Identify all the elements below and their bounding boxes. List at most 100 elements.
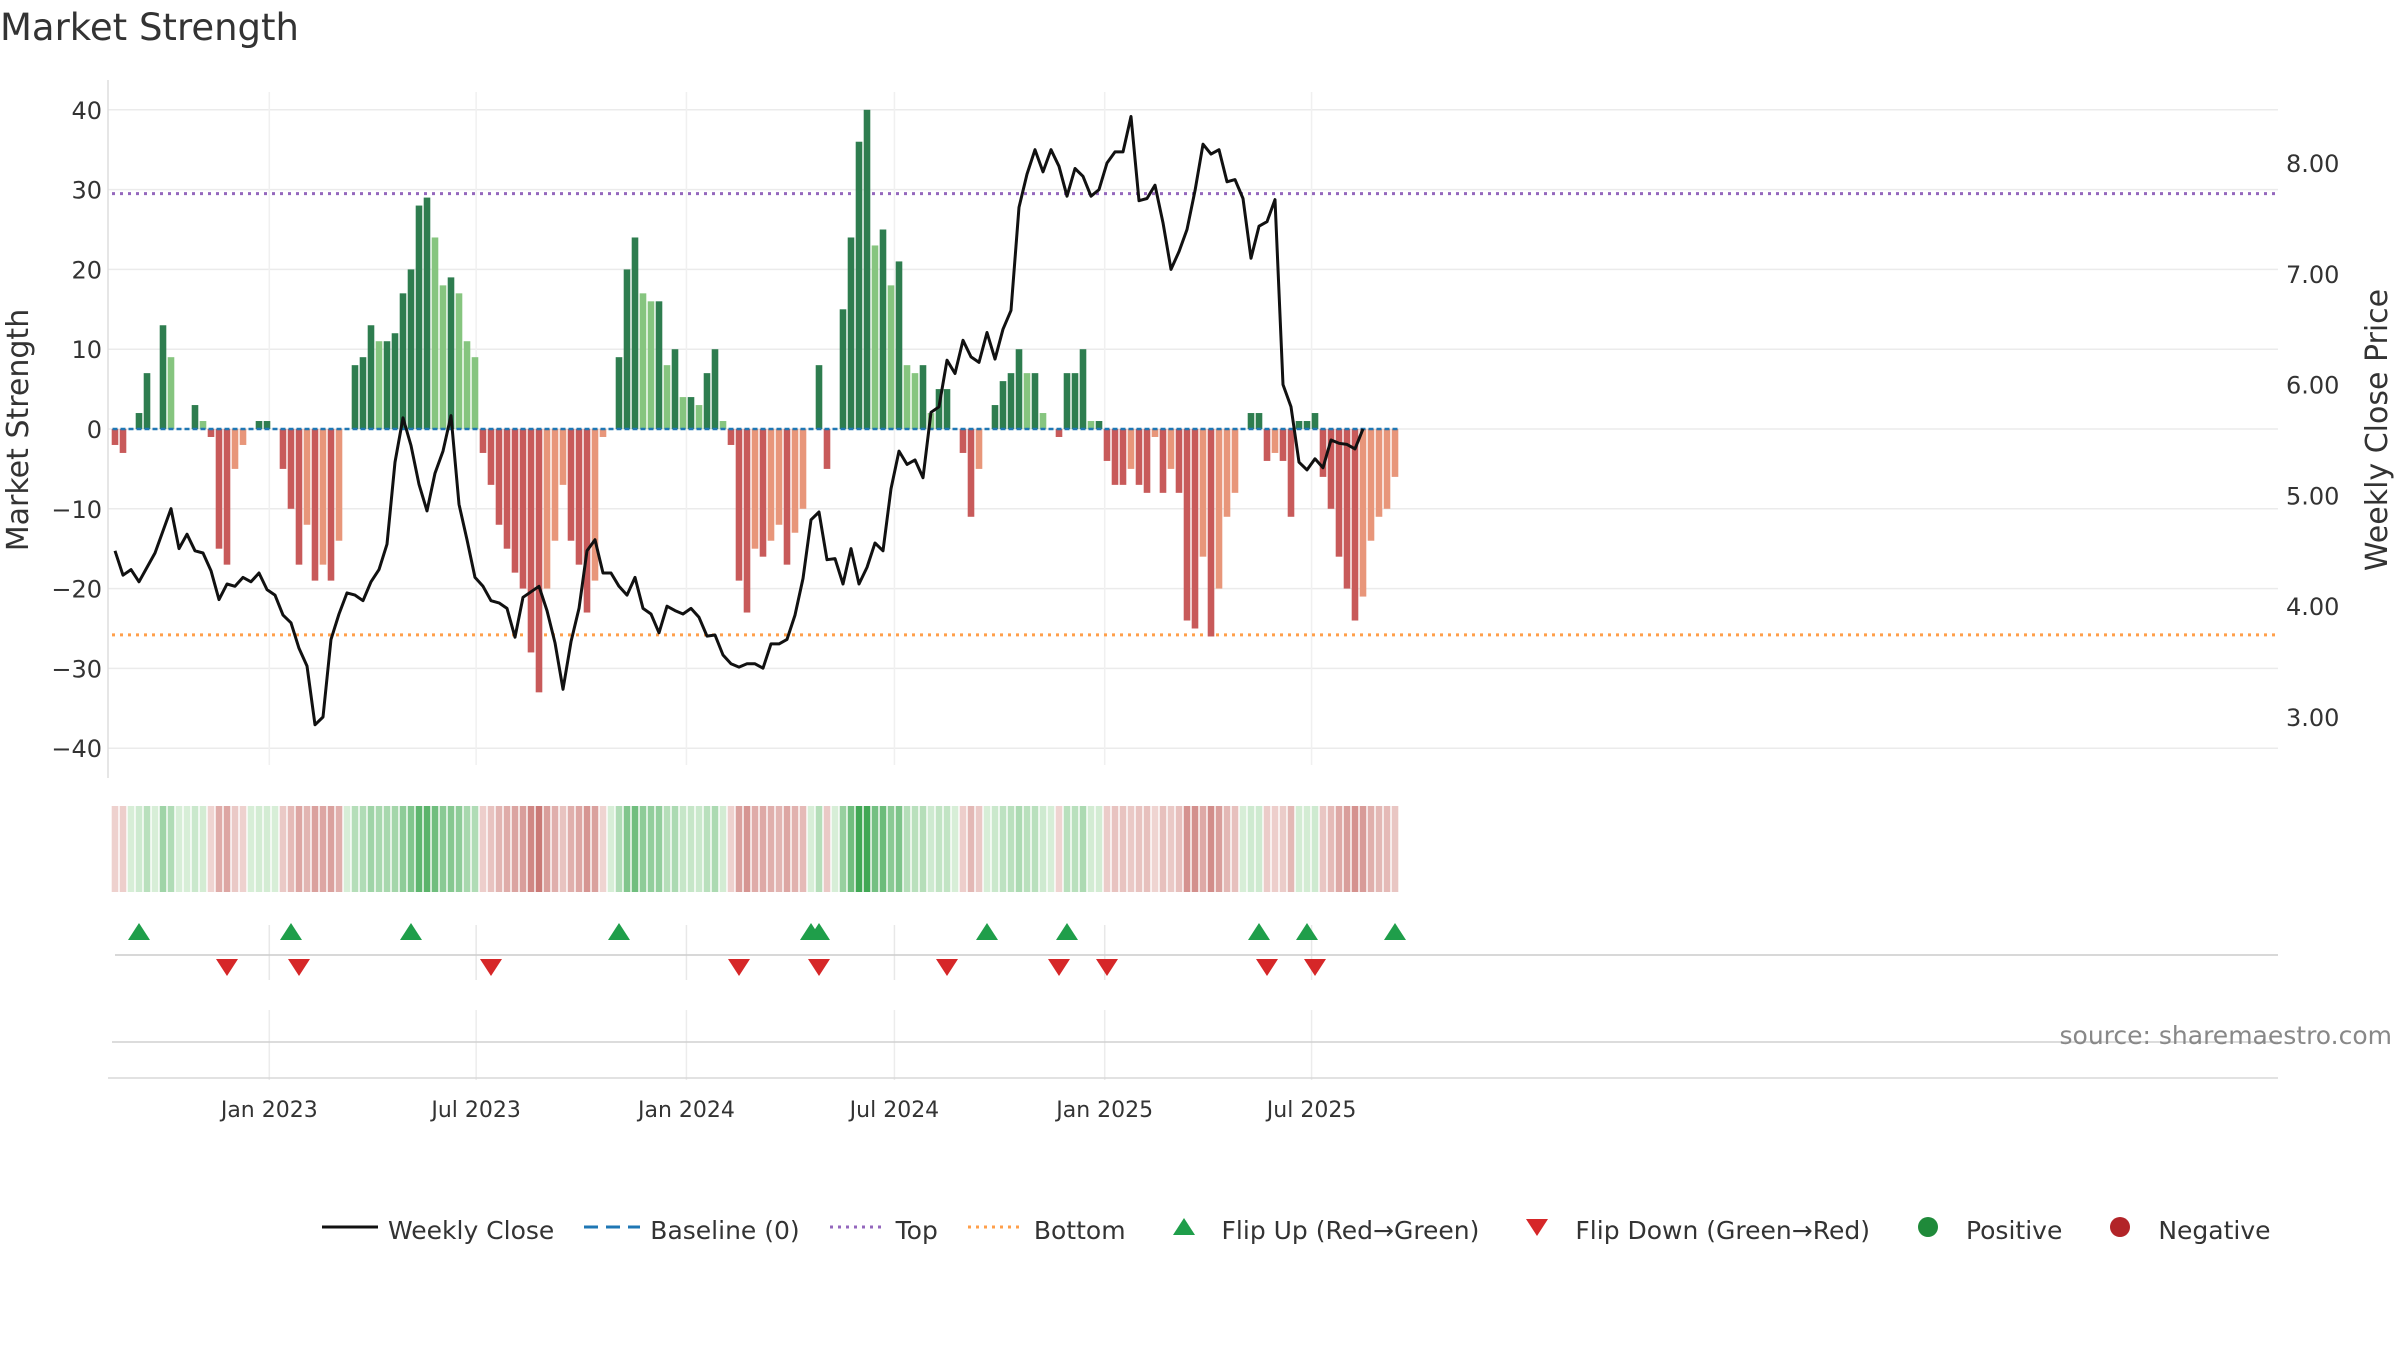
heat-cell (639, 806, 647, 892)
chart-frame (107, 80, 2278, 1079)
heat-cell (1239, 806, 1247, 892)
heat-cell (239, 806, 247, 892)
heat-cell (839, 806, 847, 892)
legend-label: Bottom (1033, 1215, 1126, 1245)
legend-item: Flip Down (Green→Red) (1507, 1212, 1870, 1248)
y-left-tick-label: 20 (71, 256, 102, 284)
strength-bar (1247, 413, 1255, 429)
strength-bar (1175, 429, 1183, 493)
x-tick-label: Jul 2025 (1265, 1098, 1357, 1123)
strength-bar (311, 429, 319, 581)
strength-bar (935, 389, 943, 429)
strength-bar (1103, 429, 1111, 461)
strength-bar (663, 365, 671, 429)
legend-item: Negative (2090, 1212, 2271, 1248)
strength-bar (1327, 429, 1335, 509)
triangle-down-icon (1507, 1212, 1575, 1248)
strength-bar (1335, 429, 1343, 557)
strength-bar (503, 429, 511, 549)
flip-up-marker (1248, 923, 1270, 940)
heat-cell (567, 806, 575, 892)
heat-cell (975, 806, 983, 892)
heat-cell (711, 806, 719, 892)
strength-bar (223, 429, 231, 565)
heat-cell (375, 806, 383, 892)
strength-bar (383, 341, 391, 429)
source-credit: source: sharemaestro.com (2060, 1021, 2393, 1050)
strength-bar (783, 429, 791, 565)
heat-cell (799, 806, 807, 892)
strength-bar (959, 429, 967, 453)
heat-cell (1287, 806, 1295, 892)
heat-cell (983, 806, 991, 892)
strength-bar (583, 429, 591, 613)
strength-bar (695, 405, 703, 429)
strength-bar (887, 285, 895, 429)
strength-bar (1319, 429, 1327, 477)
legend-item: Positive (1898, 1212, 2062, 1248)
flip-up-marker (608, 923, 630, 940)
strength-bar (591, 429, 599, 581)
flip-up-marker (280, 923, 302, 940)
strength-bar (207, 429, 215, 437)
legend-label: Flip Up (Red→Green) (1221, 1215, 1480, 1245)
heat-cell (879, 806, 887, 892)
heat-cell (319, 806, 327, 892)
heat-cell (519, 806, 527, 892)
strength-bar (567, 429, 575, 541)
strength-bar (1375, 429, 1383, 517)
heat-cell (687, 806, 695, 892)
heat-cell (1015, 806, 1023, 892)
y-right-tick-label: 8.00 (2286, 150, 2339, 178)
y-right-tick-label: 5.00 (2286, 482, 2339, 510)
heat-cell (535, 806, 543, 892)
x-tick-label: Jan 2024 (636, 1098, 735, 1123)
strength-bar (431, 237, 439, 429)
strength-bar (615, 357, 623, 429)
heat-cell (1055, 806, 1063, 892)
strength-bar (1167, 429, 1175, 469)
flip-up-marker (1296, 923, 1318, 940)
strength-bar (1023, 373, 1031, 429)
heat-cell (359, 806, 367, 892)
strength-bar (679, 397, 687, 429)
heat-cell (487, 806, 495, 892)
strength-bar (991, 405, 999, 429)
heat-cell (855, 806, 863, 892)
heat-cell (959, 806, 967, 892)
heat-cell (183, 806, 191, 892)
heat-cell (663, 806, 671, 892)
strength-bar (655, 301, 663, 429)
flip-up-marker (128, 923, 150, 940)
heat-cell (1087, 806, 1095, 892)
strength-bar (367, 325, 375, 429)
strength-bar (735, 429, 743, 581)
heat-cell (807, 806, 815, 892)
heat-cell (599, 806, 607, 892)
heat-cell (1175, 806, 1183, 892)
strength-bar (839, 309, 847, 429)
legend-item: Baseline (0) (582, 1212, 800, 1248)
heat-cell (231, 806, 239, 892)
strength-bar (1383, 429, 1391, 509)
dotted-line-icon (966, 1212, 1034, 1248)
heat-cell (279, 806, 287, 892)
y-left-tick-label: −30 (51, 655, 102, 683)
strength-bar (719, 421, 727, 429)
flip-up-marker (1384, 923, 1406, 940)
strength-bar (135, 413, 143, 429)
heat-cell (271, 806, 279, 892)
axis-labels: 40 30 20 10 0 −10 −20 −30 −40 8.00 7.00 6.00 5.00 4.0… (51, 97, 2339, 1123)
heat-cell (1327, 806, 1335, 892)
heat-cell (367, 806, 375, 892)
flip-down-marker (1096, 959, 1118, 976)
strength-bar (623, 269, 631, 429)
strength-bar (295, 429, 303, 565)
strength-bar (551, 429, 559, 541)
heat-cell (1359, 806, 1367, 892)
strength-bar (359, 357, 367, 429)
legend-item: Top (828, 1212, 938, 1248)
strength-bar (1271, 429, 1279, 453)
strength-bar (743, 429, 751, 613)
legend-label: Baseline (0) (650, 1215, 800, 1245)
